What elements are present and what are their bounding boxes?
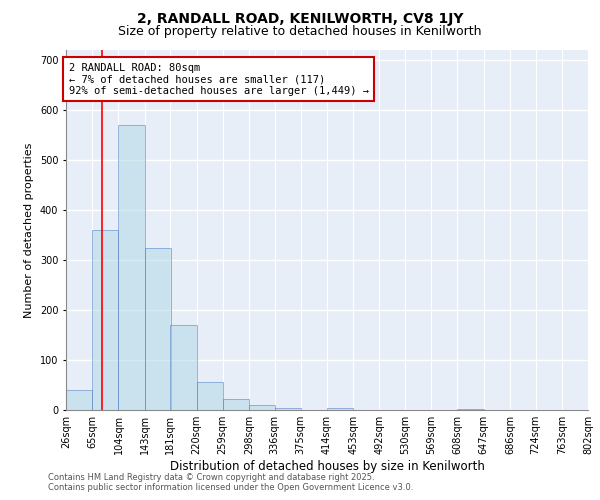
Bar [457, 409, 484, 410]
Bar [223, 398, 249, 410]
Bar [66, 390, 92, 410]
Bar [92, 230, 118, 410]
Bar [588, 408, 600, 410]
Text: Contains public sector information licensed under the Open Government Licence v3: Contains public sector information licen… [48, 484, 413, 492]
Bar [249, 405, 275, 410]
Bar [118, 125, 145, 410]
Bar [197, 382, 223, 410]
Text: Contains HM Land Registry data © Crown copyright and database right 2025.: Contains HM Land Registry data © Crown c… [48, 474, 374, 482]
Bar [145, 248, 171, 410]
Y-axis label: Number of detached properties: Number of detached properties [25, 142, 34, 318]
Text: 2 RANDALL ROAD: 80sqm
← 7% of detached houses are smaller (117)
92% of semi-deta: 2 RANDALL ROAD: 80sqm ← 7% of detached h… [68, 62, 368, 96]
Text: Size of property relative to detached houses in Kenilworth: Size of property relative to detached ho… [118, 25, 482, 38]
X-axis label: Distribution of detached houses by size in Kenilworth: Distribution of detached houses by size … [170, 460, 484, 473]
Bar [327, 408, 353, 410]
Bar [170, 325, 197, 410]
Bar [275, 408, 301, 410]
Text: 2, RANDALL ROAD, KENILWORTH, CV8 1JY: 2, RANDALL ROAD, KENILWORTH, CV8 1JY [137, 12, 463, 26]
